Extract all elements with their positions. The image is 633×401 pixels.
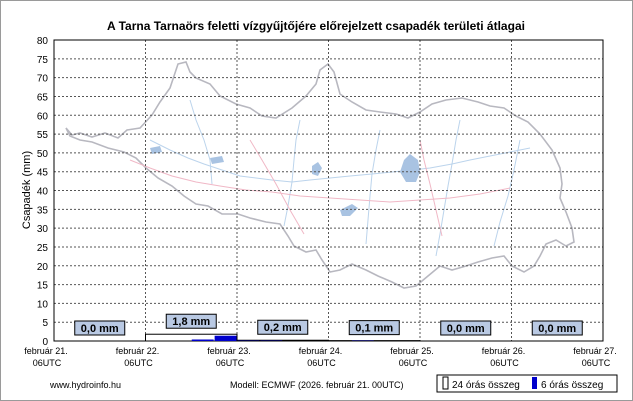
legend-label-24h: 24 órás összeg xyxy=(452,380,520,391)
y-tick-label: 40 xyxy=(37,187,49,198)
legend: 24 órás összeg 6 órás összeg xyxy=(436,374,618,393)
y-tick-label: 80 xyxy=(37,36,49,47)
x-tick-time: 06UTC xyxy=(33,358,62,368)
y-tick-label: 10 xyxy=(37,299,49,310)
y-tick-label: 5 xyxy=(42,318,48,329)
x-tick-date: február 21. xyxy=(24,346,68,356)
value-label-box xyxy=(440,320,492,336)
x-tick-date: február 23. xyxy=(207,346,251,356)
y-tick-label: 25 xyxy=(37,243,49,254)
value-label-box xyxy=(348,320,400,336)
value-label: 1,8 mm xyxy=(172,316,210,328)
y-tick-label: 0 xyxy=(42,337,48,348)
x-tick-date: február 27. xyxy=(573,346,617,356)
value-label-box xyxy=(74,320,126,336)
bar-6h xyxy=(191,339,214,341)
x-tick-time: 06UTC xyxy=(124,358,153,368)
value-label-box xyxy=(257,319,309,335)
model-info: Modell: ECMWF (2026. február 21. 00UTC) xyxy=(230,380,404,390)
x-tick-date: február 25. xyxy=(390,346,434,356)
x-tick-date: február 22. xyxy=(116,346,160,356)
y-tick-label: 70 xyxy=(37,74,49,85)
value-labels: 0,0 mm 1,8 mm 0,2 mm 0,1 mm 0,0 mm 0,0 mm xyxy=(74,313,583,336)
value-label: 0,2 mm xyxy=(264,322,302,334)
y-tick-label: 55 xyxy=(37,130,49,141)
x-tick-date: február 24. xyxy=(299,346,343,356)
y-tick-label: 50 xyxy=(37,149,49,160)
y-tick-label: 60 xyxy=(37,111,49,122)
y-tick-label: 45 xyxy=(37,168,49,179)
value-label-box xyxy=(531,320,583,336)
bars-6h xyxy=(191,335,374,341)
y-tick-label: 75 xyxy=(37,55,49,66)
value-label: 0,0 mm xyxy=(447,323,485,335)
y-tick-label: 15 xyxy=(37,281,49,292)
y-tick-label: 35 xyxy=(37,205,49,216)
bar-24h xyxy=(145,333,238,342)
river-lines xyxy=(149,99,531,257)
value-label-box xyxy=(165,313,217,329)
value-label: 0,1 mm xyxy=(355,323,393,335)
source-link[interactable]: www.hydroinfo.hu xyxy=(49,380,121,390)
value-label: 0,0 mm xyxy=(81,323,119,335)
y-tick-label: 20 xyxy=(37,262,49,273)
x-tick-time: 06UTC xyxy=(307,358,336,368)
road-lines xyxy=(129,139,511,237)
legend-label-6h: 6 órás összeg xyxy=(541,380,603,391)
x-tick-time: 06UTC xyxy=(490,358,519,368)
legend-swatch-24h xyxy=(442,376,449,390)
y-axis-label: Csapadék (mm) xyxy=(21,151,33,229)
catchment-outline xyxy=(65,61,575,289)
y-tick-label: 65 xyxy=(37,92,49,103)
value-label: 0,0 mm xyxy=(538,323,576,335)
x-tick-time: 06UTC xyxy=(399,358,428,368)
x-tick-labels: február 21. 06UTC február 22. 06UTC február … xyxy=(24,346,617,368)
bars-24h xyxy=(145,333,421,342)
x-tick-time: 06UTC xyxy=(582,358,611,368)
x-tick-time: 06UTC xyxy=(216,358,245,368)
grid-lines xyxy=(53,39,604,342)
legend-swatch-6h xyxy=(532,377,537,389)
y-tick-label: 30 xyxy=(37,224,49,235)
x-tick-date: február 26. xyxy=(482,346,526,356)
bar-6h xyxy=(214,335,237,341)
y-tick-labels: 0 5 10 15 20 25 30 35 40 45 50 55 60 65 70 75 80 xyxy=(37,36,49,348)
catchment-map-background xyxy=(65,61,575,289)
chart-title: A Tarna Tarnaörs feletti vízgyűjtőjére e… xyxy=(107,19,525,33)
